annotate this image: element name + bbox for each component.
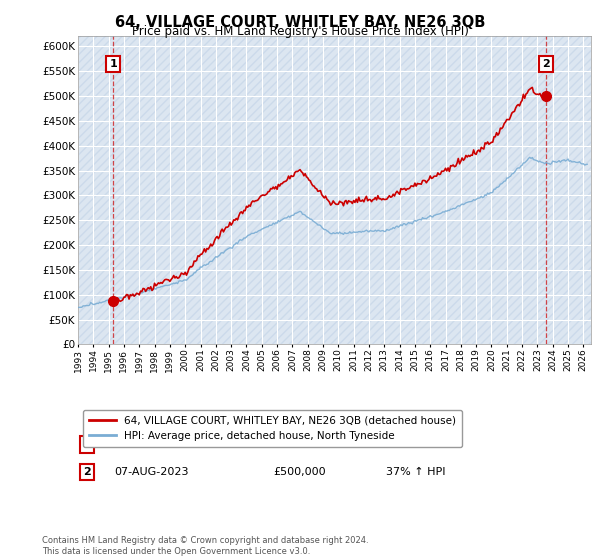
Text: 17% ↑ HPI: 17% ↑ HPI (386, 440, 445, 450)
Text: 1: 1 (83, 440, 91, 450)
Text: 19-APR-1995: 19-APR-1995 (114, 440, 185, 450)
Text: 37% ↑ HPI: 37% ↑ HPI (386, 467, 445, 477)
Text: 2: 2 (542, 59, 550, 69)
Text: Contains HM Land Registry data © Crown copyright and database right 2024.
This d: Contains HM Land Registry data © Crown c… (42, 536, 368, 556)
Text: £500,000: £500,000 (273, 467, 326, 477)
Text: £88,000: £88,000 (273, 440, 319, 450)
Text: Price paid vs. HM Land Registry's House Price Index (HPI): Price paid vs. HM Land Registry's House … (131, 25, 469, 38)
Text: 07-AUG-2023: 07-AUG-2023 (114, 467, 188, 477)
Text: 2: 2 (83, 467, 91, 477)
Text: 64, VILLAGE COURT, WHITLEY BAY, NE26 3QB: 64, VILLAGE COURT, WHITLEY BAY, NE26 3QB (115, 15, 485, 30)
Legend: 64, VILLAGE COURT, WHITLEY BAY, NE26 3QB (detached house), HPI: Average price, d: 64, VILLAGE COURT, WHITLEY BAY, NE26 3QB… (83, 410, 462, 447)
Text: 1: 1 (109, 59, 117, 69)
